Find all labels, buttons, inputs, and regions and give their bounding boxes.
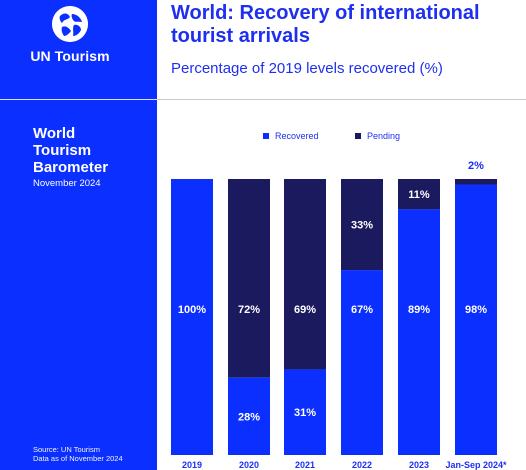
data-label-recovered: 89% <box>408 304 430 316</box>
source-note: Source: UN Tourism Data as of November 2… <box>33 445 123 463</box>
source-line: Source: UN Tourism <box>33 445 100 454</box>
brand-name: UN Tourism <box>30 48 110 64</box>
legend-label-pending: Pending <box>367 131 400 141</box>
x-tick-label: 2020 <box>239 460 259 470</box>
data-label-pending: 2% <box>468 160 484 172</box>
report-title-line: Barometer <box>33 159 109 176</box>
chart-title: World: Recovery of international tourist… <box>171 2 480 47</box>
report-edition: November 2024 <box>33 178 101 189</box>
data-label-pending: 72% <box>238 304 260 316</box>
x-tick-label: 2021 <box>295 460 315 470</box>
bar-recovered-2023 <box>398 209 440 455</box>
stacked-bar-chart: Recovered Pending 100% 2019 28% 72% 2020 31% 69%… <box>171 131 507 470</box>
header-divider <box>157 99 526 100</box>
chart-subtitle: Percentage of 2019 levels recovered (%) <box>171 60 443 77</box>
x-tick-label: Jan-Sep 2024* <box>445 460 507 470</box>
bar-recovered-2021 <box>284 369 326 455</box>
x-tick-label: 2023 <box>409 460 429 470</box>
bar-recovered-2019 <box>171 179 213 455</box>
data-label-pending: 33% <box>351 220 373 232</box>
sidebar-divider <box>0 99 157 100</box>
report-title: World Tourism Barometer <box>33 125 153 176</box>
data-label-recovered: 31% <box>294 407 316 419</box>
data-label-pending: 11% <box>408 189 430 201</box>
data-label-pending: 69% <box>294 304 316 316</box>
legend-swatch-recovered <box>263 133 269 139</box>
x-tick-label: 2019 <box>182 460 202 470</box>
sidebar-panel: UN Tourism World Tourism Barometer Novem… <box>0 0 157 470</box>
bar-pending-2021 <box>284 179 326 370</box>
data-label-recovered: 28% <box>238 411 260 423</box>
report-title-line: World <box>33 125 76 142</box>
data-label-recovered: 98% <box>465 304 487 316</box>
chart-area: Recovered Pending 100% 2019 28% 72% 2020 31% 69%… <box>157 100 526 470</box>
x-tick-label: 2022 <box>352 460 372 470</box>
legend-label-recovered: Recovered <box>275 131 319 141</box>
legend-swatch-pending <box>355 133 361 139</box>
bar-pending-2023 <box>398 179 440 210</box>
data-label-recovered: 67% <box>351 304 373 316</box>
bar-pending-Jan-Sep 2024* <box>455 179 497 185</box>
source-line: Data as of November 2024 <box>33 454 123 463</box>
bar-pending-2020 <box>228 179 270 378</box>
bar-recovered-2022 <box>341 270 383 455</box>
bar-pending-2022 <box>341 179 383 271</box>
bar-recovered-2020 <box>228 377 270 455</box>
bar-recovered-Jan-Sep 2024* <box>455 184 497 455</box>
data-label-recovered: 100% <box>178 304 206 316</box>
chart-header: World: Recovery of international tourist… <box>157 0 526 99</box>
report-title-line: Tourism <box>33 142 92 159</box>
un-tourism-logo-icon <box>52 6 88 42</box>
